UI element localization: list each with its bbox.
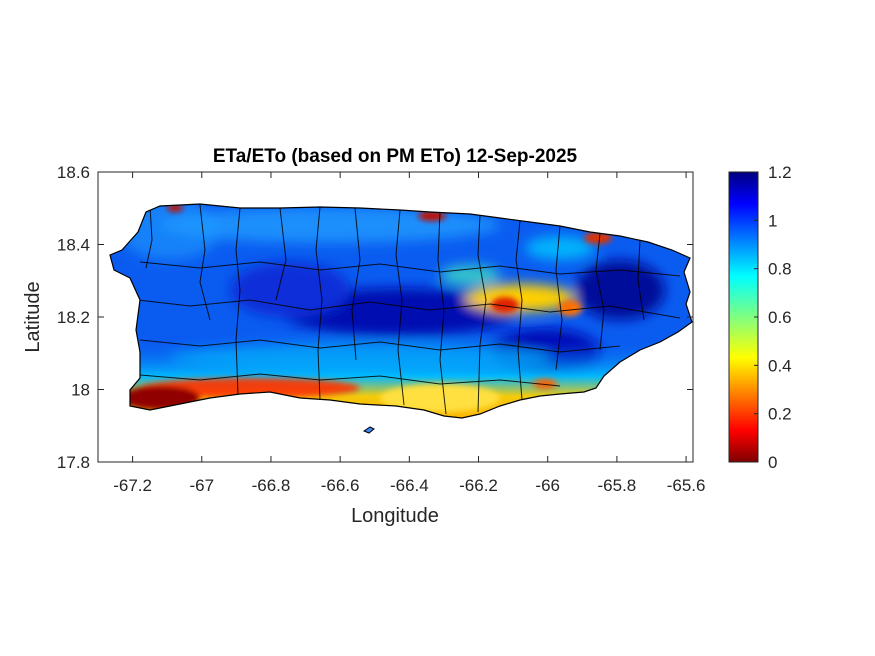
raster-zone-northeast-red-spot xyxy=(584,232,612,244)
y-tick-label: 18.6 xyxy=(57,163,90,182)
colorbar-tick-label: 0.4 xyxy=(768,356,792,375)
raster-zone-east-dark xyxy=(575,260,665,320)
y-tick-label: 18.2 xyxy=(57,308,90,327)
colorbar-tick-label: 1.2 xyxy=(768,163,792,182)
x-axis-label: Longitude xyxy=(351,505,439,527)
y-tick-label: 18.4 xyxy=(57,236,90,255)
colorbar-tick-label: 0.2 xyxy=(768,405,792,424)
colorbar-gradient xyxy=(728,171,759,463)
raster-zone-central-green xyxy=(440,265,500,285)
colorbar: 0 0.2 0.4 0.6 0.8 1 1.2 xyxy=(728,163,792,472)
colorbar-tick-label: 0.6 xyxy=(768,308,792,327)
chart-title: ETa/ETo (based on PM ETo) 12-Sep-2025 xyxy=(213,146,578,167)
raster-zone-northwest-dark xyxy=(230,262,350,318)
colorbar-tick-label: 0.8 xyxy=(768,260,792,279)
x-tick-label: -66.6 xyxy=(321,476,360,495)
y-tick-label: 17.8 xyxy=(57,453,90,472)
y-axis-label: Latitude xyxy=(22,281,44,352)
raster-zone-central-red-spot xyxy=(491,297,519,313)
colorbar-tick-label: 1 xyxy=(768,211,777,230)
islet-caja-de-muertos xyxy=(362,426,375,434)
raster-zone-north-light xyxy=(160,207,500,243)
x-tick-label: -66.4 xyxy=(390,476,429,495)
x-tick-label: -67.2 xyxy=(113,476,152,495)
raster-zone-north-red-spot xyxy=(418,211,446,221)
raster-zone-south-central-yellow xyxy=(380,384,500,412)
x-tick-label: -66 xyxy=(535,476,560,495)
x-tick-label: -65.6 xyxy=(667,476,706,495)
colorbar-ticks: 0 0.2 0.4 0.6 0.8 1 1.2 xyxy=(754,163,792,472)
municipality-boundaries xyxy=(137,204,681,415)
island-raster xyxy=(110,204,692,418)
raster-zone-northeast-cyan xyxy=(525,236,595,260)
x-tick-label: -66.2 xyxy=(459,476,498,495)
plot-area: -67.2 -67 -66.8 -66.6 -66.4 -66.2 -66 -65.8 -65.… xyxy=(22,146,705,527)
colorbar-tick-label: 0 xyxy=(768,453,777,472)
y-tick-label: 18 xyxy=(71,381,90,400)
raster-zone-east-red-spot xyxy=(558,300,582,316)
x-tick-label: -66.8 xyxy=(252,476,291,495)
island-coastline xyxy=(109,203,693,419)
x-tick-label: -67 xyxy=(189,476,214,495)
y-axis: 17.8 18 18.2 18.4 18.6 xyxy=(57,163,693,472)
x-axis: -67.2 -67 -66.8 -66.6 -66.4 -66.2 -66 -65.8 -65.… xyxy=(113,172,705,495)
x-tick-label: -65.8 xyxy=(598,476,637,495)
